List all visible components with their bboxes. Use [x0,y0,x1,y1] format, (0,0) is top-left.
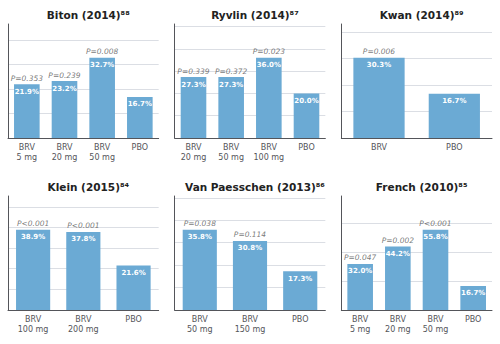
svg-text:BRV: BRV [75,315,92,324]
svg-text:20.0%: 20.0% [294,97,318,105]
svg-text:50 mg: 50 mg [218,153,244,162]
svg-text:PBO: PBO [125,315,141,324]
svg-text:P=0.047: P=0.047 [344,253,377,262]
svg-text:BRV: BRV [94,143,111,152]
svg-text:35.8%: 35.8% [188,233,212,241]
svg-text:16.7%: 16.7% [128,100,152,108]
svg-text:P<0.001: P<0.001 [419,219,451,228]
svg-text:21.9%: 21.9% [15,88,39,96]
svg-text:27.3%: 27.3% [181,81,205,89]
svg-text:200 mg: 200 mg [68,325,99,334]
svg-text:16.7%: 16.7% [461,289,485,297]
svg-text:PBO: PBO [292,315,308,324]
svg-text:100 mg: 100 mg [253,153,284,162]
svg-text:21.6%: 21.6% [121,269,145,277]
svg-text:P<0.001: P<0.001 [17,219,49,228]
svg-text:P=0.372: P=0.372 [215,67,248,76]
svg-text:P=0.239: P=0.239 [48,71,81,80]
svg-text:27.3%: 27.3% [219,81,243,89]
svg-text:Van Paesschen (2013)⁸⁶: Van Paesschen (2013)⁸⁶ [185,181,325,193]
svg-text:38.9%: 38.9% [21,233,45,241]
svg-text:P=0.339: P=0.339 [177,67,210,76]
svg-text:Klein (2015)⁸⁴: Klein (2015)⁸⁴ [48,181,130,193]
svg-text:23.2%: 23.2% [52,85,76,93]
svg-text:Ryvlin (2014)⁸⁷: Ryvlin (2014)⁸⁷ [211,9,299,21]
svg-text:32.0%: 32.0% [348,267,372,275]
svg-text:55.8%: 55.8% [423,233,447,241]
svg-text:BRV: BRV [192,315,209,324]
svg-text:P=0.353: P=0.353 [11,74,44,83]
svg-text:BRV: BRV [25,315,42,324]
svg-text:32.7%: 32.7% [90,61,114,69]
svg-text:16.7%: 16.7% [442,97,466,105]
svg-text:P=0.114: P=0.114 [234,230,267,239]
svg-text:P=0.023: P=0.023 [253,47,286,56]
svg-text:44.2%: 44.2% [386,250,410,258]
svg-text:5 mg: 5 mg [17,153,38,162]
svg-text:Kwan (2014)⁸⁹: Kwan (2014)⁸⁹ [380,9,464,21]
svg-text:Biton (2014)⁸⁸: Biton (2014)⁸⁸ [47,9,130,21]
svg-text:BRV: BRV [427,315,444,324]
svg-text:100 mg: 100 mg [18,325,49,334]
svg-text:BRV: BRV [185,143,202,152]
svg-text:P=0.008: P=0.008 [86,47,119,56]
svg-text:P=0.002: P=0.002 [382,236,415,245]
svg-text:BRV: BRV [390,315,407,324]
svg-text:BRV: BRV [223,143,240,152]
svg-text:BRV: BRV [56,143,73,152]
svg-text:150 mg: 150 mg [235,325,266,334]
svg-text:P=0.038: P=0.038 [184,219,217,228]
svg-text:BRV: BRV [242,315,259,324]
svg-text:PBO: PBO [446,143,462,152]
svg-text:PBO: PBO [298,143,314,152]
svg-text:50 mg: 50 mg [89,153,115,162]
svg-text:French (2010)⁸⁵: French (2010)⁸⁵ [376,181,468,193]
svg-text:37.8%: 37.8% [71,235,95,243]
svg-text:50 mg: 50 mg [423,325,449,334]
svg-text:5 mg: 5 mg [350,325,371,334]
svg-text:P<0.001: P<0.001 [67,221,99,230]
svg-text:P=0.006: P=0.006 [363,47,396,56]
svg-text:30.3%: 30.3% [367,61,391,69]
svg-text:50 mg: 50 mg [187,325,213,334]
svg-text:20 mg: 20 mg [385,325,411,334]
svg-text:BRV: BRV [371,143,388,152]
svg-text:BRV: BRV [352,315,369,324]
svg-text:36.0%: 36.0% [257,61,281,69]
svg-text:30.8%: 30.8% [238,244,262,252]
svg-text:PBO: PBO [465,315,481,324]
svg-text:PBO: PBO [132,143,148,152]
svg-text:17.3%: 17.3% [288,275,312,283]
svg-text:BRV: BRV [261,143,278,152]
svg-text:20 mg: 20 mg [52,153,78,162]
svg-text:BRV: BRV [19,143,36,152]
svg-text:20 mg: 20 mg [181,153,207,162]
